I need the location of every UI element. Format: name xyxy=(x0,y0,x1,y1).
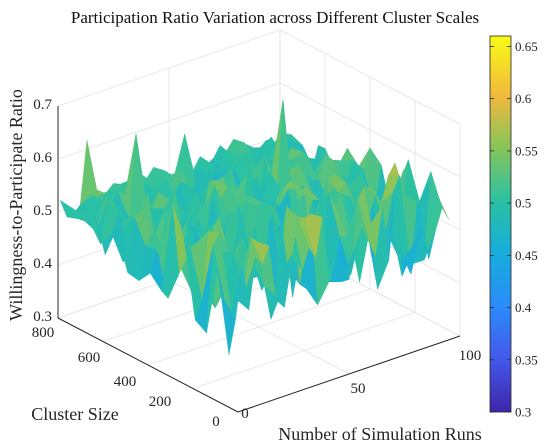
colorbar-tick-label: 0.65 xyxy=(515,39,538,54)
surface-plot xyxy=(59,99,449,356)
x-axis: 0 50 100 Number of Simulation Runs xyxy=(241,348,482,444)
z-tick-0.3: 0.3 xyxy=(33,309,52,325)
y-tick-800: 800 xyxy=(32,325,55,341)
axis-lines xyxy=(57,106,461,413)
colorbar-ticks: 0.3 0.35 0.4 0.45 0.5 0.55 0.6 0.65 xyxy=(490,39,538,420)
x-tick-0: 0 xyxy=(241,406,249,422)
surface-facet xyxy=(217,269,236,356)
colorbar-gradient xyxy=(489,35,512,413)
z-tick-0.6: 0.6 xyxy=(33,150,52,166)
chart-title: Participation Ratio Variation across Dif… xyxy=(71,8,479,27)
y-tick-600: 600 xyxy=(78,350,101,366)
z-axis-label: Willingness-to-Participate Ratio xyxy=(6,89,26,321)
x-axis-label: Number of Simulation Runs xyxy=(278,424,482,444)
colorbar-tick-label: 0.6 xyxy=(515,91,532,106)
z-tick-0.4: 0.4 xyxy=(33,256,52,272)
colorbar-tick-label: 0.35 xyxy=(515,352,538,367)
colorbar-tick-label: 0.4 xyxy=(515,300,532,315)
x-axis-line xyxy=(237,335,461,413)
colorbar-tick-label: 0.55 xyxy=(515,143,538,158)
z-axis: 0.3 0.4 0.5 0.6 0.7 Willingness-to-Parti… xyxy=(6,89,53,325)
z-tick-0.7: 0.7 xyxy=(33,97,52,113)
colorbar-tick-label: 0.5 xyxy=(515,196,531,211)
y-axis-line xyxy=(57,317,239,413)
y-tick-400: 400 xyxy=(114,374,137,390)
x-tick-100: 100 xyxy=(459,348,482,364)
y-axis-label: Cluster Size xyxy=(31,404,119,424)
y-tick-200: 200 xyxy=(149,394,172,410)
y-tick-0: 0 xyxy=(212,414,220,430)
colorbar: 0.3 0.35 0.4 0.45 0.5 0.55 0.6 0.65 xyxy=(489,35,538,420)
x-tick-50: 50 xyxy=(351,381,366,397)
colorbar-tick-label: 0.45 xyxy=(515,248,538,263)
y-axis: 0 200 400 600 800 Cluster Size xyxy=(31,325,220,430)
z-tick-0.5: 0.5 xyxy=(33,203,52,219)
colorbar-tick-label: 0.3 xyxy=(515,405,531,420)
